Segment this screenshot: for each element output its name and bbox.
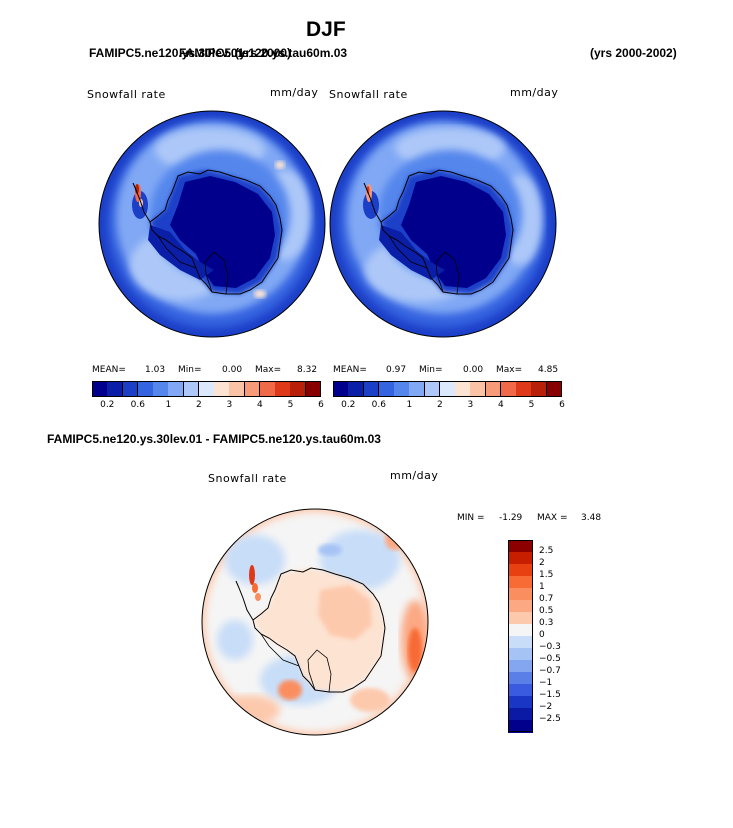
right-colorbar-tick-label: 0.6 [371,400,386,410]
right-colorbar-tick-label: 1 [406,400,413,410]
left-min-value: 0.00 [222,365,243,375]
page-title: DJF [306,18,346,41]
diff-colorbar-tick-label: 0 [539,630,545,640]
left-colorbar-tick-label: 5 [287,400,294,410]
left-mean-label: MEAN= [92,365,126,375]
right-colorbar-tick-label: 3 [467,400,474,410]
left-colorbar-tick-label: 2 [195,400,202,410]
right-colorbar-tick-label: 0.2 [341,400,356,410]
left-colorbar-tick-label: 4 [257,400,263,410]
left-units-label: mm/day [270,86,319,99]
left-max-value: 8.32 [297,365,318,375]
diff-colorbar-tick-label: −1.5 [539,690,561,700]
diff-colorbar-tick-label: 2.5 [539,546,554,556]
left-colorbar-tick-label: 0.6 [130,400,145,410]
right-mean-value: 0.97 [386,365,407,375]
right-min-label: Min= [419,365,443,375]
diff-colorbar-tick-label: −2 [539,702,553,712]
diff-colorbar-tick-label: 0.3 [539,618,554,628]
right-colorbar-tick-label: 2 [436,400,443,410]
diff-min-label: MIN = [457,513,485,523]
difference-title: FAMIPC5.ne120.ys.30lev.01 - FAMIPC5.ne12… [47,432,381,446]
diff-colorbar-tick-label: 0.5 [539,606,554,616]
diff-colorbar-tick-label: −0.5 [539,654,561,664]
left-colorbar-tick-label: 6 [318,400,324,410]
diff-colorbar-tick-label: 2 [539,558,545,568]
right-mean-label: MEAN= [333,365,367,375]
left-max-label: Max= [255,365,282,375]
diff-variable-label: Snowfall rate [208,472,287,485]
diff-max-value: 3.48 [581,513,602,523]
left-colorbar-swatch [305,381,322,397]
diff-colorbar-tick-label: 1.5 [539,570,554,580]
right-colorbar-tick-label: 6 [559,400,565,410]
diff-colorbar-frame [508,540,533,732]
diff-colorbar-tick-label: 1 [539,582,545,592]
right-colorbar-swatch [546,381,563,397]
left-mean-value: 1.03 [145,365,166,375]
difference-colorbar: 2.5 2 1.5 1 0.7 0.5 0.3 0 −0.3 −0.5 −0.7 −1 −1.5 −2 −2… [508,540,561,733]
diff-colorbar-swatch [508,720,533,733]
difference-polar-map [201,508,429,736]
overlap-year-label: (yrs 2000) [235,46,292,60]
left-colorbar-tick-label: 0.2 [100,400,115,410]
diff-colorbar-tick-label: 0.7 [539,594,554,604]
right-max-value: 4.85 [538,365,559,375]
left-colorbar-tick-label: 3 [226,400,233,410]
right-units-label: mm/day [510,86,559,99]
left-variable-label: Snowfall rate [87,88,166,101]
left-colorbar-frame [92,381,321,397]
right-colorbar-tick-label: 5 [528,400,535,410]
diff-min-value: -1.29 [499,513,523,523]
diff-colorbar-tick-label: −2.5 [539,714,561,724]
left-polar-map [98,110,326,338]
right-polar-map [329,110,557,338]
left-colorbar-tick-label: 1 [165,400,172,410]
diff-units-label: mm/day [390,469,439,482]
right-colorbar: 0.2 0.6 1 2 3 4 5 6 [333,381,565,410]
center-case-title: FAMIPC5.ne120.ys.tau60m.03 [179,46,348,60]
diff-max-label: MAX = [537,513,568,523]
right-variable-label: Snowfall rate [329,88,408,101]
left-min-label: Min= [178,365,202,375]
diff-colorbar-tick-label: −0.7 [539,666,561,676]
diff-colorbar-tick-label: −0.3 [539,642,561,652]
right-min-value: 0.00 [463,365,484,375]
right-colorbar-tick-label: 4 [498,400,504,410]
right-max-label: Max= [496,365,523,375]
diff-colorbar-tick-label: −1 [539,678,553,688]
right-colorbar-frame [333,381,562,397]
left-case-title: FAMIPC5.ne120.ys.30lev.01 [89,46,245,60]
left-colorbar: 0.2 0.6 1 2 3 4 5 6 [92,381,324,410]
right-years-label: (yrs 2000-2002) [590,46,677,60]
